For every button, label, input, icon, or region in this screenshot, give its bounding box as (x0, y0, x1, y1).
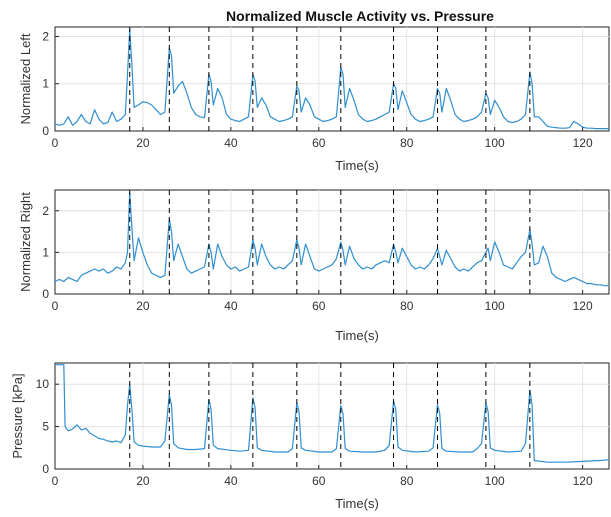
y-tick-label: 2 (42, 204, 49, 218)
panel-normalized-right: 0 20 40 60 80 100 120 0 1 2 Normalized Right Time… (18, 189, 610, 343)
x-tick-label: 100 (485, 299, 505, 313)
x-tick-label: 40 (224, 136, 238, 150)
y-tick-label: 2 (42, 29, 49, 43)
x-tick-label: 0 (52, 474, 59, 488)
x-tick-label: 120 (573, 136, 593, 150)
x-tick-label: 0 (52, 136, 59, 150)
y-axis-label-pressure: Pressure [kPa] (10, 373, 25, 458)
chart-title: Normalized Muscle Activity vs. Pressure (226, 8, 494, 24)
y-tick-label: 0 (42, 124, 49, 138)
x-tick-label: 80 (400, 299, 414, 313)
series-line-pressure (55, 364, 610, 463)
y-tick-label: 1 (42, 77, 49, 91)
x-tick-label: 80 (400, 474, 414, 488)
x-tick-label: 60 (312, 136, 326, 150)
x-tick-label: 60 (312, 299, 326, 313)
y-tick-label: 1 (42, 245, 49, 259)
x-tick-label: 120 (573, 474, 593, 488)
y-tick-label: 0 (42, 287, 49, 301)
y-tick-label: 5 (42, 420, 49, 434)
x-axis-label-right: Time(s) (335, 328, 379, 343)
x-axis-label-left: Time(s) (335, 158, 379, 173)
x-axis-label-pressure: Time(s) (335, 496, 379, 511)
series-line-right (54, 191, 609, 287)
x-tick-label: 120 (573, 299, 593, 313)
x-tick-label: 40 (224, 474, 238, 488)
panel-normalized-left: 0 20 40 60 80 100 120 0 1 2 Normalized Left Time(… (18, 26, 610, 173)
plot-area-pressure (54, 362, 610, 470)
x-tick-label: 20 (136, 299, 150, 313)
x-tick-label: 100 (485, 136, 505, 150)
panel-pressure: 0 20 40 60 80 100 120 0 5 10 Pressure [kPa] Time(… (10, 362, 610, 511)
x-tick-label: 20 (136, 136, 150, 150)
x-tick-label: 40 (224, 299, 238, 313)
y-tick-label: 0 (42, 462, 49, 476)
x-tick-label: 0 (52, 299, 59, 313)
x-tick-label: 80 (400, 136, 414, 150)
y-tick-label: 10 (36, 377, 50, 391)
x-tick-label: 20 (136, 474, 150, 488)
x-tick-label: 60 (312, 474, 326, 488)
plot-area-right (54, 189, 610, 295)
y-axis-label-left: Normalized Left (18, 33, 33, 124)
y-axis-label-right: Normalized Right (18, 192, 33, 292)
series-line-left (54, 28, 609, 130)
plot-area-left (54, 26, 610, 132)
x-tick-label: 100 (485, 474, 505, 488)
